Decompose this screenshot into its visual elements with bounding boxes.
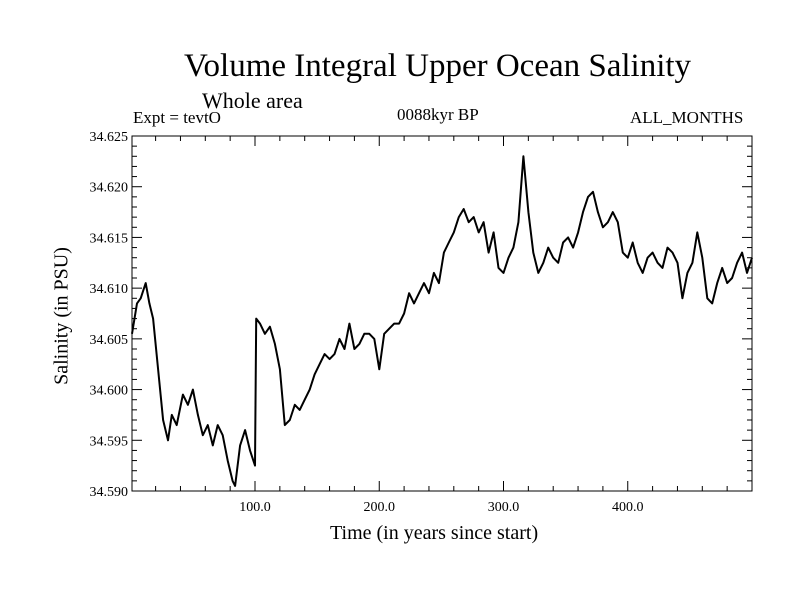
experiment-label: Expt = tevtO	[133, 108, 221, 127]
y-tick-label: 34.600	[90, 384, 129, 399]
y-tick-label: 34.625	[90, 130, 129, 145]
x-tick-label: 100.0	[239, 500, 271, 515]
salinity-series-line	[131, 155, 753, 487]
chart-subtitle: Whole area	[202, 88, 303, 113]
y-tick-label: 34.605	[90, 333, 129, 348]
y-tick-label: 34.590	[90, 485, 129, 500]
y-tick-label: 34.620	[90, 181, 129, 196]
y-axis-label: Salinity (in PSU)	[50, 247, 73, 385]
period-label: 0088kyr BP	[397, 105, 479, 124]
months-label: ALL_MONTHS	[630, 108, 744, 127]
y-tick-label: 34.595	[90, 434, 129, 449]
y-tick-label: 34.610	[90, 282, 129, 297]
y-tick-label: 34.615	[90, 231, 129, 246]
x-axis-label: Time (in years since start)	[330, 522, 539, 544]
plot-frame	[131, 135, 753, 492]
x-tick-label: 400.0	[612, 500, 644, 515]
x-tick-label: 200.0	[364, 500, 396, 515]
chart-title: Volume Integral Upper Ocean Salinity	[183, 48, 692, 84]
x-tick-label: 300.0	[488, 500, 520, 515]
